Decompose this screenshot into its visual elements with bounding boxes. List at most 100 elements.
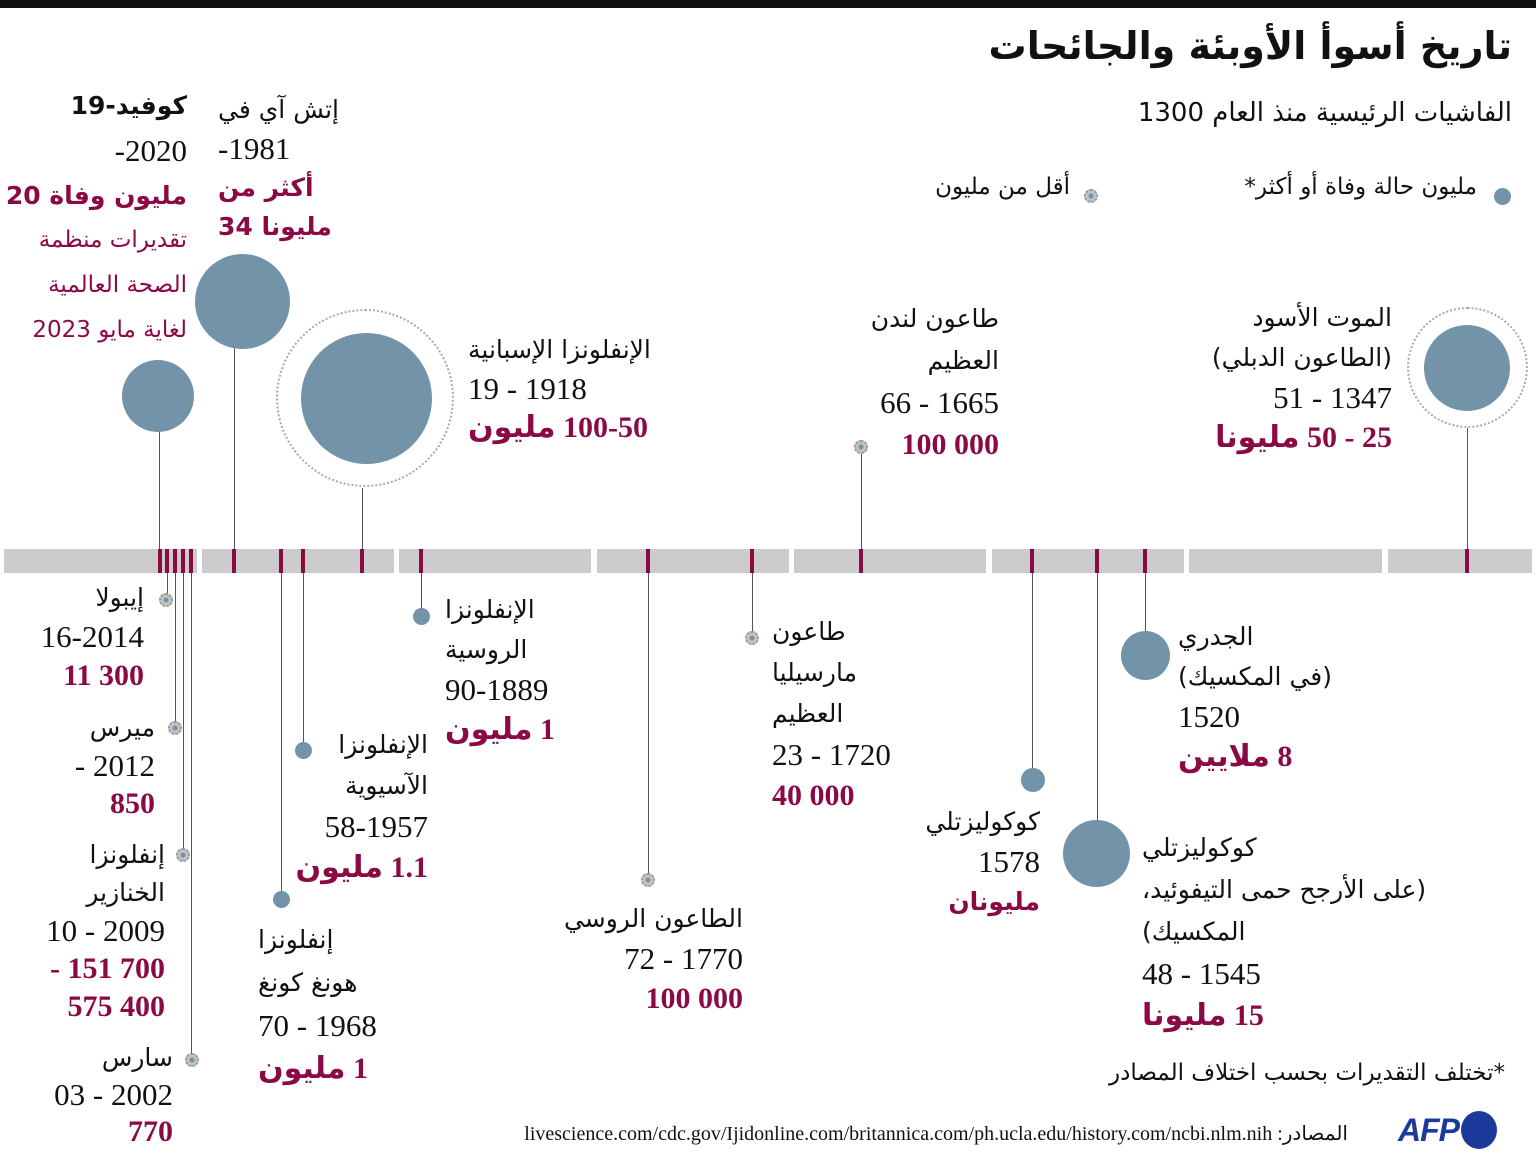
event-deaths: 25 - 50 مليونا [1215, 421, 1392, 454]
event-spanish-flu: الإنفلونزا الإسبانية 19 - 1918 100-50 مل… [468, 330, 651, 447]
event-years: -2020 [114, 133, 187, 168]
event-deaths: 15 مليونا [1142, 999, 1264, 1032]
event-ebola: إيبولا 16-2014 11 300 [41, 578, 144, 695]
event-deaths: 1 مليون [445, 713, 555, 746]
event-name: (في المكسيك) [1178, 662, 1332, 691]
event-name: إنفلونزا [258, 925, 334, 954]
top-border [0, 0, 1536, 8]
event-years: 19 - 1918 [468, 371, 587, 406]
tick-sars [189, 549, 193, 573]
ebola-marker [159, 593, 173, 607]
connector [159, 432, 160, 549]
russian-plague-marker [641, 873, 655, 887]
event-black-death: الموت الأسود (الطاعون الدبلي) 51 - 1347 … [1212, 298, 1392, 458]
event-deaths: مليونان [948, 887, 1040, 916]
event-russian-flu: الإنفلونزا الروسية 90-1889 1 مليون [445, 590, 555, 750]
event-years: 58-1957 [324, 809, 428, 844]
spanish-flu-circle [301, 333, 432, 464]
event-cocoliztli-1545: كوكوليزتلي (على الأرجح حمى التيفوئيد، ال… [1142, 827, 1426, 1037]
event-deaths: - 151 700 [50, 952, 165, 985]
connector [234, 348, 235, 549]
mers-marker [168, 721, 182, 735]
event-note: الصحة العالمية [48, 272, 187, 298]
tick-swine-flu [181, 549, 185, 573]
event-deaths: 575 400 [67, 990, 166, 1023]
event-deaths: 100 000 [645, 982, 744, 1015]
event-years: 90-1889 [445, 672, 549, 707]
event-hiv: إتش آي في -1981 أكثر من مليونا 34 [218, 90, 339, 246]
event-name: طاعون لندن [870, 304, 999, 333]
event-years: 10 - 2009 [46, 913, 165, 948]
connector [191, 573, 192, 1060]
event-deaths: 8 ملايين [1178, 740, 1293, 773]
connector [167, 573, 168, 600]
legend-minor-icon [1084, 189, 1098, 203]
event-name: الخنازير [86, 878, 165, 907]
event-name: الطاعون الروسي [563, 904, 743, 933]
event-sars: سارس 03 - 2002 770 [54, 1039, 173, 1150]
tick-hk-flu [279, 549, 283, 573]
afp-logo-dot-icon [1461, 1111, 1497, 1149]
cocoliztli-1545-circle [1063, 820, 1130, 887]
event-deaths: 1.1 مليون [295, 851, 428, 884]
connector [183, 573, 184, 855]
marseille-marker [745, 631, 759, 645]
timeline-segment [1388, 549, 1532, 573]
event-name: الإنفلونزا [338, 730, 428, 759]
event-years: 1578 [978, 844, 1040, 879]
event-name: كوكوليزتلي [925, 807, 1040, 836]
swine-flu-marker [176, 848, 190, 862]
london-marker [854, 440, 868, 454]
event-name: كوكوليزتلي [1142, 833, 1257, 862]
footnote: *تختلف التقديرات بحسب اختلاف المصادر [1109, 1060, 1505, 1086]
timeline-segment [597, 549, 789, 573]
event-deaths: 1 مليون [258, 1052, 368, 1085]
event-mers: ميرس - 2012 850 [75, 709, 155, 823]
afp-logo: AFP [1398, 1110, 1497, 1150]
tick-asian-flu [301, 549, 305, 573]
event-name: الموت الأسود [1252, 303, 1392, 332]
event-years: 66 - 1665 [880, 385, 999, 420]
event-name: مارسيليا [772, 658, 858, 687]
tick-russian-plague [646, 549, 650, 573]
page-title: تاريخ أسوأ الأوبئة والجائحات [988, 24, 1512, 68]
event-deaths: 770 [128, 1115, 173, 1148]
timeline-segment [992, 549, 1184, 573]
event-name: سارس [101, 1043, 173, 1072]
connector [1097, 573, 1098, 821]
asian-flu-marker [295, 742, 312, 759]
event-marseille-plague: طاعون مارسيليا العظيم 23 - 1720 40 000 [772, 611, 891, 816]
connector [281, 573, 282, 893]
timeline-segment [202, 549, 394, 573]
tick-cocoliztli-1578 [1030, 549, 1034, 573]
event-years: 16-2014 [40, 619, 144, 654]
cocoliztli-1578-circle [1021, 768, 1045, 792]
event-name: العظيم [772, 699, 844, 728]
event-deaths: 40 000 [772, 779, 855, 812]
hk-flu-marker [273, 891, 290, 908]
event-note: لغاية مايو 2023 [32, 317, 187, 343]
spanish-flu-ring [276, 309, 454, 487]
connector [303, 573, 304, 743]
event-name: طاعون [772, 617, 846, 646]
event-name: إنفلونزا [89, 840, 165, 869]
event-years: 1520 [1178, 699, 1240, 734]
event-years: 72 - 1770 [624, 941, 743, 976]
afp-logo-text: AFP [1398, 1111, 1460, 1148]
event-years: -1981 [218, 131, 291, 166]
timeline-segment [794, 549, 986, 573]
legend-minor-label: أقل من مليون [935, 174, 1070, 200]
event-name: (على الأرجح حمى التيفوئيد، [1142, 875, 1427, 904]
event-years: 23 - 1720 [772, 737, 891, 772]
tick-london [859, 549, 863, 573]
connector [175, 573, 176, 728]
event-years: 48 - 1545 [1142, 956, 1261, 991]
black-death-circle [1424, 325, 1510, 411]
connector [421, 573, 422, 611]
tick-cocoliztli-1545 [1095, 549, 1099, 573]
event-name: كوفيد-19 [70, 91, 187, 120]
tick-smallpox [1143, 549, 1147, 573]
sars-marker [185, 1053, 199, 1067]
event-london-plague: طاعون لندن العظيم 66 - 1665 100 000 [871, 298, 999, 466]
event-years: - 2012 [74, 748, 155, 783]
